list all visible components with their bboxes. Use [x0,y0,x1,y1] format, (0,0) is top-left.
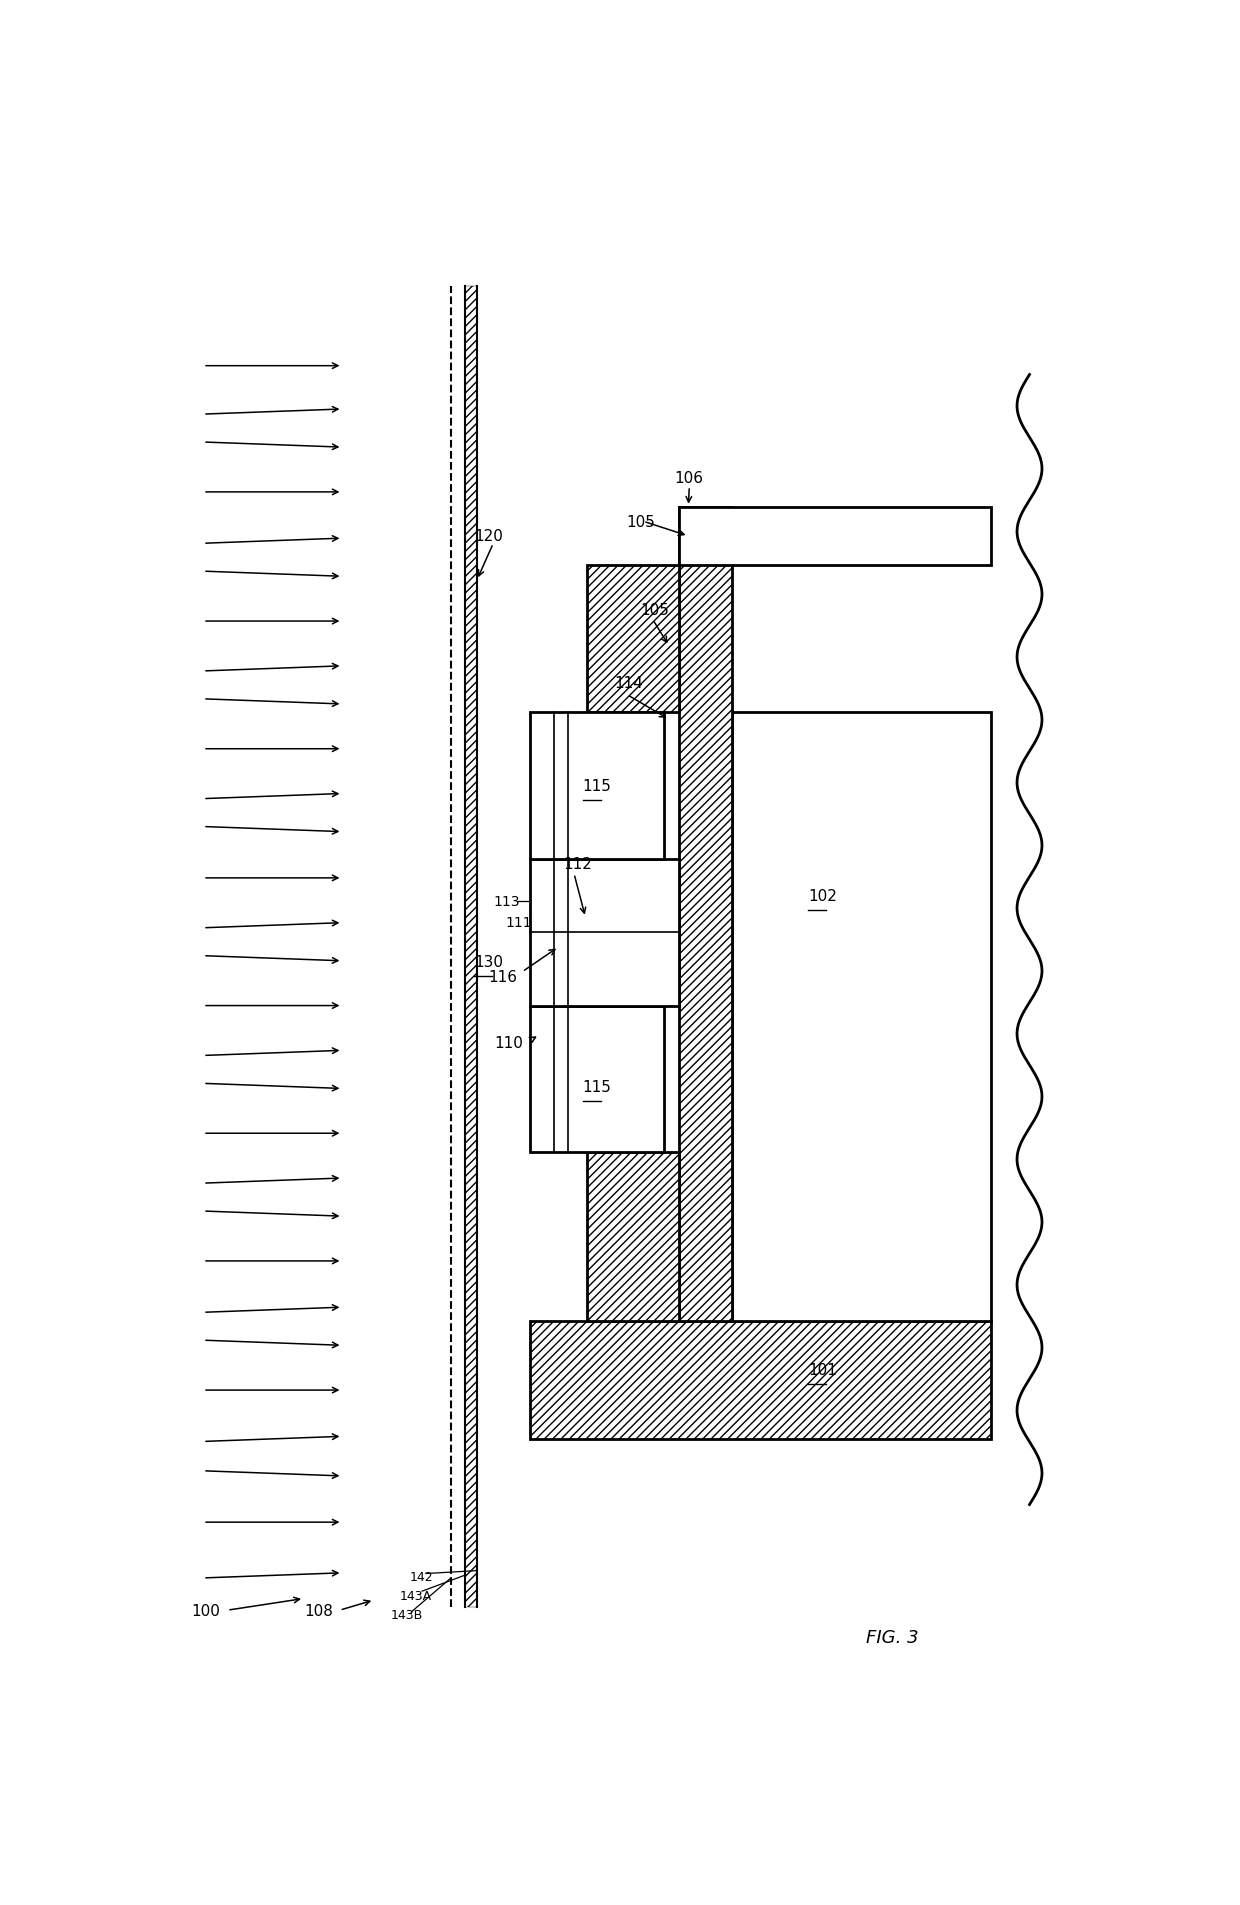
Bar [529,1322,991,1438]
Bar [529,712,665,859]
Text: 143B: 143B [391,1608,423,1621]
Bar [678,507,991,566]
Text: 113: 113 [494,895,520,909]
Text: 110: 110 [495,1034,523,1050]
Text: 105: 105 [626,514,655,530]
Text: 100: 100 [191,1602,221,1617]
Bar [588,566,678,712]
Text: 143A: 143A [401,1589,433,1602]
Text: 106: 106 [675,471,703,486]
Text: 130: 130 [474,954,503,970]
Text: 111: 111 [506,916,532,930]
Text: 116: 116 [489,970,517,985]
Text: 120: 120 [474,530,503,545]
Text: 114: 114 [614,676,644,692]
Bar [588,1153,678,1322]
Text: 115: 115 [583,1080,611,1093]
Text: 105: 105 [640,602,670,617]
Text: 142: 142 [409,1570,433,1583]
Text: 101: 101 [808,1362,837,1377]
Text: 108: 108 [304,1602,332,1617]
Text: 115: 115 [583,779,611,794]
Bar [678,507,732,1322]
Text: 102: 102 [808,888,837,903]
Bar [732,712,991,1322]
Text: 112: 112 [563,855,593,871]
Bar [465,288,477,1608]
Bar [529,1006,665,1153]
Text: FIG. 3: FIG. 3 [866,1627,919,1646]
Bar [529,859,678,1006]
